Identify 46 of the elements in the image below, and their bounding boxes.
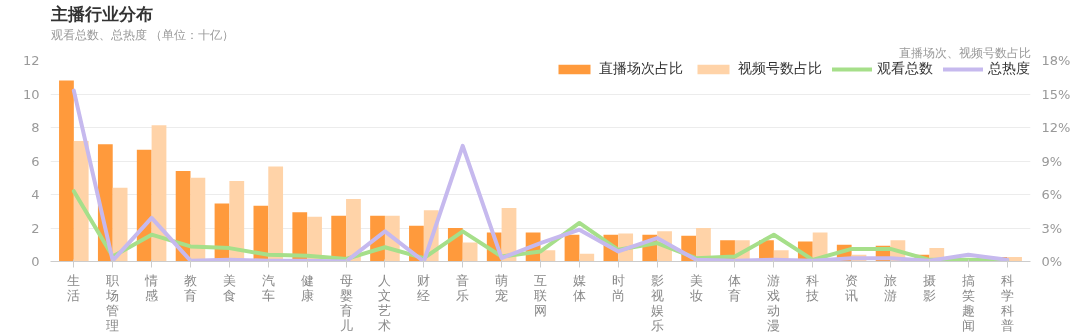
legend-label: 观看总数	[877, 60, 933, 78]
legend-label: 总热度	[988, 60, 1030, 78]
x-tick-label: 媒体	[572, 272, 586, 303]
y-tick-label: 10	[22, 86, 40, 102]
y-tick-label: 12	[22, 53, 40, 68]
x-tick-label: 音乐	[456, 272, 470, 303]
legend-label: 视频号数占比	[738, 60, 822, 78]
y2-tick-label: 9%	[1041, 153, 1063, 169]
y2-tick-label: 18%	[1041, 53, 1071, 68]
y2-tick-label: 6%	[1041, 187, 1063, 202]
y2-tick-label: 12%	[1041, 120, 1071, 135]
y-tick-label: 6	[31, 153, 40, 169]
x-tick-label: 旅游	[884, 272, 897, 303]
y-tick-label: 2	[31, 220, 40, 236]
x-tick-label: 萌宠	[495, 272, 509, 303]
x-tick-label: 影视娱乐	[650, 272, 664, 333]
y-axis-title: 观看总数、总热度 （单位：十亿）	[50, 27, 235, 42]
x-tick-label: 情感	[144, 272, 159, 303]
y-tick-label: 4	[31, 187, 40, 202]
y2-tick-label: 0%	[1041, 254, 1063, 269]
legend-label: 直播场次占比	[599, 60, 683, 78]
x-tick-label: 教育	[184, 272, 197, 303]
y-tick-label: 8	[31, 120, 40, 135]
x-tick-label: 汽车	[261, 272, 275, 303]
x-tick-label: 搞笑趣闻	[961, 272, 975, 333]
x-tick-label: 科技	[805, 272, 820, 303]
x-tick-label: 财经	[417, 272, 431, 303]
x-tick-label: 美妆	[689, 272, 703, 303]
chart-title: 主播行业分布	[49, 3, 153, 24]
x-tick-label: 健康	[300, 272, 314, 303]
x-tick-label: 美食	[222, 272, 236, 303]
x-tick-label: 人文艺术	[378, 272, 392, 333]
y-tick-label: 0	[31, 254, 40, 269]
y2-tick-label: 3%	[1041, 220, 1063, 236]
x-tick-label: 互联网	[534, 272, 547, 318]
x-tick-label: 资讯	[845, 272, 859, 303]
x-tick-label: 科学科普	[1000, 272, 1014, 333]
y2-tick-label: 15%	[1041, 86, 1071, 102]
y2-axis-title: 直播场次、视频号数占比	[898, 45, 1031, 60]
x-tick-label: 游戏动漫	[767, 272, 781, 333]
x-tick-label: 体育	[728, 272, 742, 303]
x-tick-label: 母婴育儿	[339, 272, 353, 333]
x-tick-label: 职场管理	[105, 272, 120, 333]
x-tick-label: 摄影	[922, 272, 936, 303]
x-tick-label: 时尚	[611, 272, 625, 303]
x-tick-label: 生活	[67, 272, 81, 303]
